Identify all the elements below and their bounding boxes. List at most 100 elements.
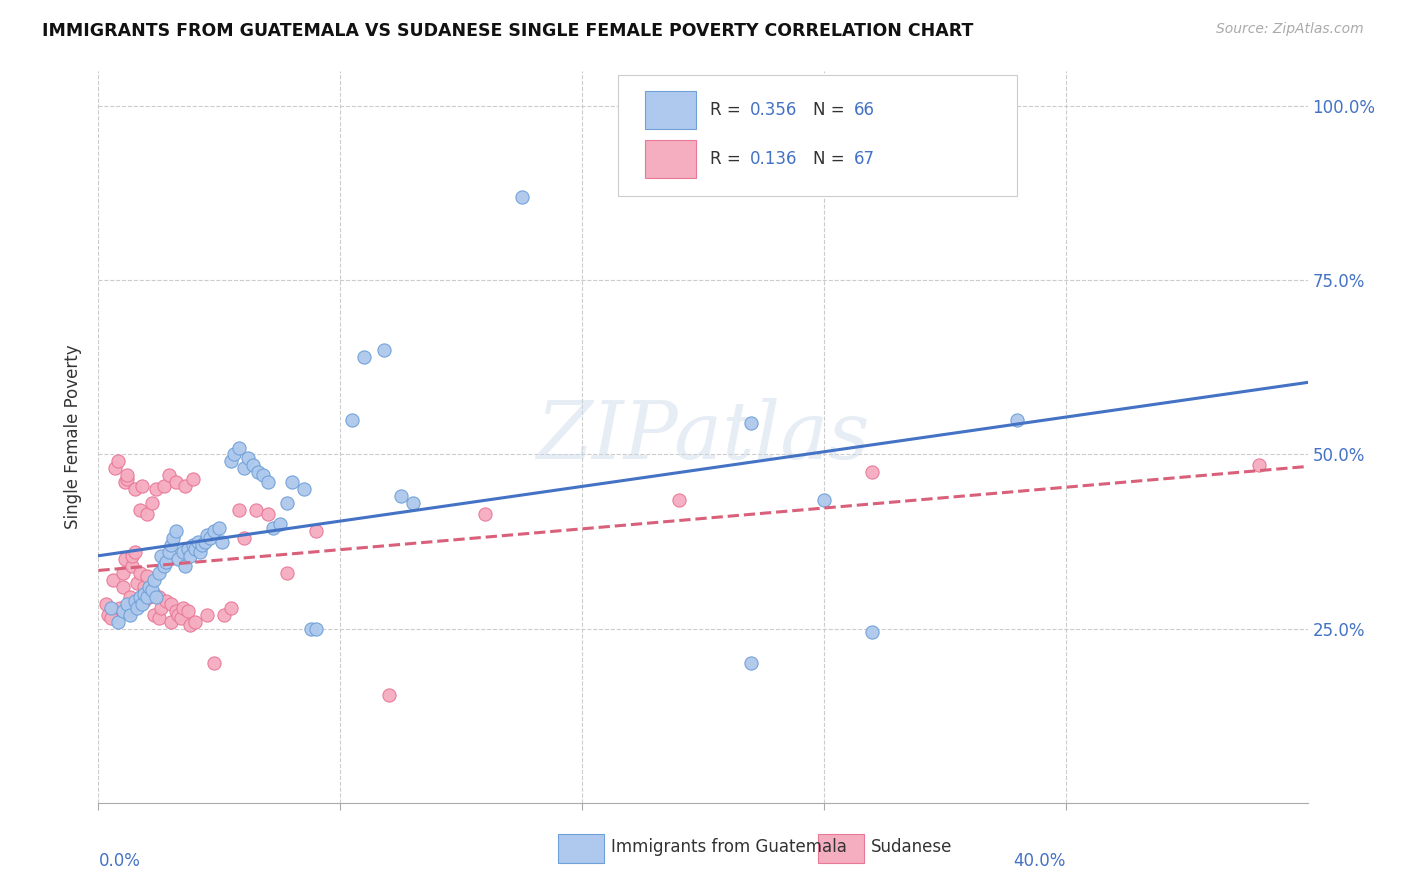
Point <box>222 448 245 462</box>
Point <box>165 604 187 618</box>
Point <box>100 600 122 615</box>
Point <box>174 479 197 493</box>
Point <box>124 545 146 559</box>
Point <box>114 475 136 490</box>
Point <box>232 461 254 475</box>
Point <box>668 492 690 507</box>
Point <box>143 607 166 622</box>
Point <box>138 591 160 605</box>
Point <box>402 496 425 510</box>
Point <box>155 594 177 608</box>
Point <box>111 566 134 580</box>
Point <box>165 475 187 490</box>
Point <box>474 507 496 521</box>
Point <box>256 507 278 521</box>
Point <box>143 573 166 587</box>
Point <box>305 524 328 538</box>
Point <box>305 622 328 636</box>
Point <box>276 566 298 580</box>
Point <box>813 492 835 507</box>
Text: ZIPatlas: ZIPatlas <box>536 399 870 475</box>
Point <box>152 558 174 573</box>
Point <box>107 454 129 468</box>
Text: N =: N = <box>813 150 849 168</box>
Text: R =: R = <box>710 101 747 120</box>
Point <box>148 591 170 605</box>
Point <box>111 604 134 618</box>
Point <box>121 558 143 573</box>
Text: R =: R = <box>710 150 747 168</box>
Point <box>167 552 190 566</box>
Point <box>145 483 167 497</box>
Point <box>342 412 364 426</box>
Point <box>160 597 183 611</box>
Point <box>172 545 194 559</box>
Point <box>162 531 184 545</box>
Y-axis label: Single Female Poverty: Single Female Poverty <box>65 345 83 529</box>
Point <box>135 507 157 521</box>
Point <box>245 503 267 517</box>
Point <box>108 600 131 615</box>
FancyBboxPatch shape <box>645 91 696 129</box>
Point <box>191 538 214 552</box>
Point <box>117 472 139 486</box>
Point <box>221 454 243 468</box>
Point <box>238 450 260 465</box>
Point <box>860 465 883 479</box>
Point <box>107 615 129 629</box>
Point <box>124 483 146 497</box>
Point <box>160 538 183 552</box>
Point <box>184 615 207 629</box>
Point <box>242 458 264 472</box>
Point <box>150 549 173 563</box>
Point <box>299 622 322 636</box>
Point <box>94 597 117 611</box>
Point <box>188 545 211 559</box>
Point <box>228 441 250 455</box>
Point <box>127 576 149 591</box>
Point <box>256 475 278 490</box>
Point <box>211 534 233 549</box>
Point <box>177 604 200 618</box>
Point <box>141 496 163 510</box>
Point <box>179 549 201 563</box>
FancyBboxPatch shape <box>619 75 1018 195</box>
Point <box>1007 412 1029 426</box>
Point <box>252 468 274 483</box>
Point <box>276 496 298 510</box>
FancyBboxPatch shape <box>558 833 603 863</box>
Point <box>134 580 156 594</box>
Point <box>174 558 197 573</box>
Point <box>118 591 141 605</box>
Point <box>117 597 139 611</box>
Point <box>141 583 163 598</box>
Point <box>128 566 150 580</box>
Point <box>204 524 226 538</box>
Text: Source: ZipAtlas.com: Source: ZipAtlas.com <box>1216 22 1364 37</box>
Point <box>128 503 150 517</box>
Text: 0.356: 0.356 <box>751 101 797 120</box>
Point <box>208 521 231 535</box>
Point <box>111 580 134 594</box>
Point <box>221 600 243 615</box>
Point <box>165 524 187 538</box>
Point <box>232 531 254 545</box>
Point <box>740 657 762 671</box>
Point <box>152 479 174 493</box>
Text: 40.0%: 40.0% <box>1014 852 1066 870</box>
Text: IMMIGRANTS FROM GUATEMALA VS SUDANESE SINGLE FEMALE POVERTY CORRELATION CHART: IMMIGRANTS FROM GUATEMALA VS SUDANESE SI… <box>42 22 973 40</box>
Point <box>389 489 412 503</box>
Point <box>117 468 139 483</box>
Point <box>157 468 180 483</box>
Point <box>104 461 127 475</box>
Text: 0.0%: 0.0% <box>98 852 141 870</box>
Point <box>127 600 149 615</box>
Point <box>101 573 124 587</box>
Text: 67: 67 <box>855 150 875 168</box>
Text: 0.136: 0.136 <box>751 150 797 168</box>
Point <box>269 517 291 532</box>
FancyBboxPatch shape <box>645 140 696 178</box>
Point <box>143 587 166 601</box>
Point <box>172 600 194 615</box>
Point <box>121 549 143 563</box>
